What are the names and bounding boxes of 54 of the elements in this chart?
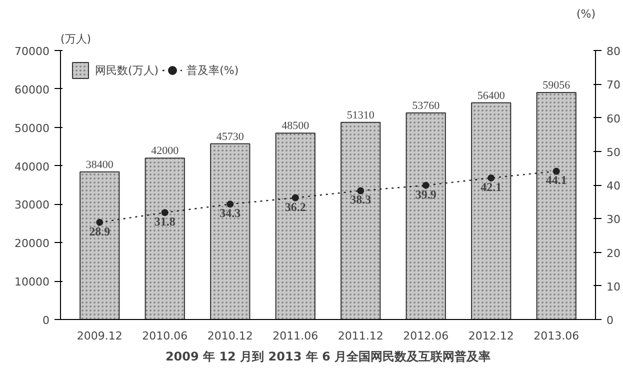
data-label: 44.1 [546,173,567,188]
data-label: 42000 [151,145,180,158]
data-label: 39.9 [415,187,436,202]
point [96,218,104,226]
y-tick-label: 10000 [14,276,50,289]
x-tick-label: 2013.06 [534,330,580,342]
x-tick-label: 2009.12 [76,330,122,342]
point [226,200,234,208]
point [161,209,168,216]
point [422,182,430,189]
y-tick-label: 50000 [14,122,50,135]
y2-axis-title: (%) [576,8,596,20]
data-label: 59056 [542,80,571,92]
x-tick-label: 2012.12 [468,330,514,342]
data-label: 34.3 [220,206,241,220]
y2-tick-label: 50 [606,146,620,159]
y-tick-label: 40000 [14,160,50,174]
y-tick-label: 60000 [14,83,50,96]
point [552,168,560,175]
point [357,187,364,194]
point [292,194,299,202]
y2-tick-label: 70 [606,78,620,92]
y2-tick-label: 60 [606,112,620,126]
data-label: 56400 [477,90,506,102]
text: 2009 年 12 月到 2013 年 6 月全国网民数及互联网普及率 [165,350,491,364]
data-label: 51310 [346,109,375,122]
data-label: 31.8 [154,214,176,229]
data-label: 48500 [282,120,310,132]
y2-tick-label: 10 [606,280,620,294]
x-tick-label: 2010.06 [142,330,188,342]
data-label: 36.2 [284,200,306,214]
y-tick-label: 70000 [14,45,50,58]
data-label: 45730 [216,130,244,143]
legend-label: 网民数(万人) [95,62,159,78]
y2-tick-label: 0 [606,314,614,327]
point [488,174,495,182]
y2-tick-label: 40 [606,180,620,192]
x-tick-label: 2012.06 [403,330,449,342]
y2-tick-label: 80 [606,45,620,58]
y-tick-label: 30000 [14,198,50,212]
data-label: 42.1 [480,180,502,194]
legend-label: 普及率(%) [186,62,239,78]
y2-tick-label: 30 [606,213,620,226]
x-tick-label: 2011.06 [272,330,318,342]
y-tick-label: 20000 [14,237,50,250]
data-label: 38.3 [350,192,372,207]
data-label: 38400 [86,158,114,171]
y-axis-title: (万人) [60,32,92,46]
x-tick-label: 2011.12 [338,330,384,342]
x-tick-label: 2010.12 [207,330,253,342]
data-label: 53760 [412,100,440,112]
y-tick-label: 0 [42,314,50,327]
y2-tick-label: 20 [606,246,620,260]
data-label: 28.9 [89,224,110,238]
